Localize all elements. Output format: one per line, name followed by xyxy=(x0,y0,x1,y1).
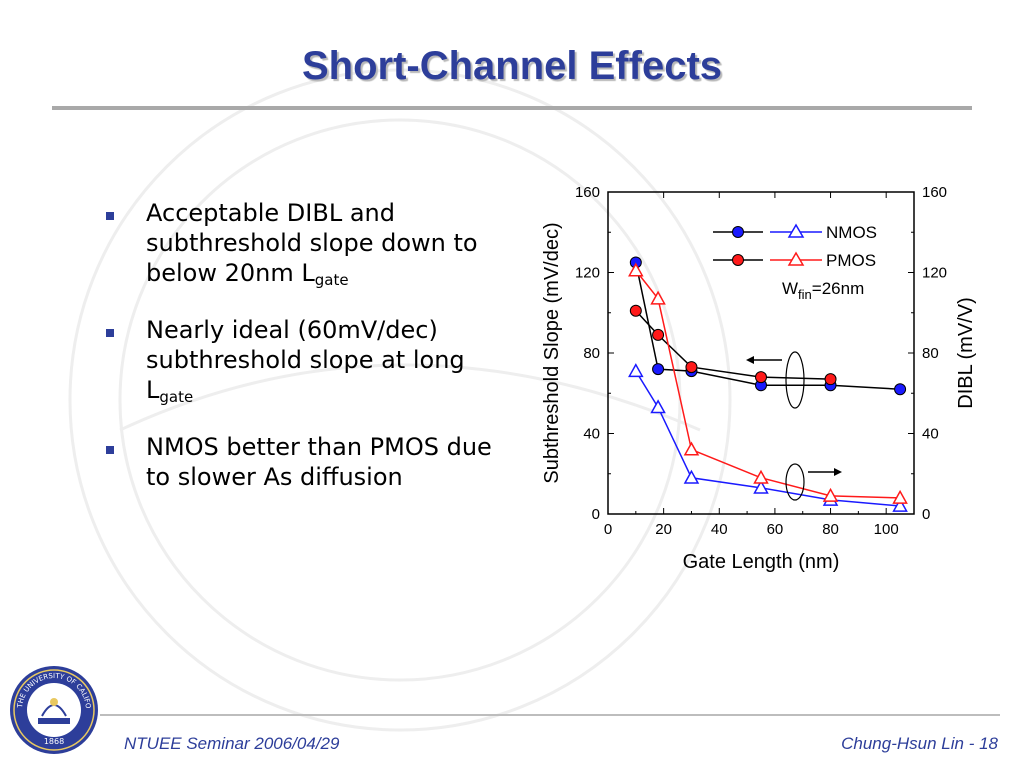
dibl-group-oval xyxy=(785,463,805,501)
y-left-tick-label: 0 xyxy=(592,506,600,523)
series-line-nmos-dibl xyxy=(635,370,901,507)
bullet-item: NMOS better than PMOS due to slower As d… xyxy=(104,432,514,492)
data-point xyxy=(753,479,769,494)
bullet-list: Acceptable DIBL and subthreshold slope d… xyxy=(104,198,514,512)
data-point xyxy=(683,469,700,484)
data-point xyxy=(628,262,644,277)
x-tick-label: 80 xyxy=(822,521,839,538)
x-tick-label: 100 xyxy=(874,521,899,538)
x-tick-label: 20 xyxy=(655,521,672,538)
y-left-axis-label: Subthreshold Slope (mV/dec) xyxy=(541,222,563,483)
bullet-text: NMOS better than PMOS due to slower As d… xyxy=(146,433,492,491)
bullet-item: Acceptable DIBL and subthreshold slope d… xyxy=(104,198,514,295)
data-point xyxy=(822,487,839,502)
title-divider xyxy=(52,106,972,110)
legend-marker-circle xyxy=(732,226,744,238)
bullet-item: Nearly ideal (60mV/dec) subthreshold slo… xyxy=(104,315,514,412)
data-point xyxy=(650,399,666,414)
data-point xyxy=(753,469,769,484)
legend-label-pmos: PMOS xyxy=(826,251,876,270)
legend-marker-triangle xyxy=(787,223,805,238)
y-right-tick-label: 80 xyxy=(922,345,939,362)
x-tick-label: 40 xyxy=(711,521,728,538)
legend-marker-circle xyxy=(732,254,744,266)
square-bullet-icon xyxy=(106,212,114,220)
data-point xyxy=(629,304,642,317)
data-point xyxy=(628,363,644,378)
y-right-axis-label: DIBL (mV/V) xyxy=(955,297,977,409)
footer-event: NTUEE Seminar 2006/04/29 xyxy=(124,734,340,753)
bullet-text: Acceptable DIBL and subthreshold slope d… xyxy=(146,199,478,287)
ss-group-oval xyxy=(785,351,805,409)
slide-title: Short-Channel Effects xyxy=(301,44,723,88)
y-left-tick-label: 80 xyxy=(583,345,600,362)
footer-author-page: Chung-Hsun Lin - 18 xyxy=(841,734,998,753)
data-point xyxy=(683,441,700,456)
uc-berkeley-seal: THE UNIVERSITY OF CALIFORNIA BERKELEY 18… xyxy=(8,664,98,754)
data-point xyxy=(824,373,837,386)
y-left-tick-label: 160 xyxy=(575,184,600,201)
x-tick-label: 0 xyxy=(604,521,612,538)
y-right-tick-label: 0 xyxy=(922,506,930,523)
bullet-subscript: gate xyxy=(159,388,194,406)
x-axis-label: Gate Length (nm) xyxy=(683,551,840,573)
y-right-tick-label: 160 xyxy=(922,184,947,201)
y-left-tick-label: 120 xyxy=(575,265,600,282)
left-arrowhead-icon xyxy=(746,356,754,364)
y-right-tick-label: 120 xyxy=(922,265,947,282)
right-arrowhead-icon xyxy=(834,468,842,476)
data-point xyxy=(894,383,907,396)
data-point xyxy=(892,497,908,512)
y-left-tick-label: 40 xyxy=(583,426,600,443)
data-point xyxy=(892,489,908,504)
square-bullet-icon xyxy=(106,329,114,337)
data-point xyxy=(685,361,698,374)
y-right-tick-label: 40 xyxy=(922,426,939,443)
series-line-pmos-dibl xyxy=(635,270,901,499)
series-line-nmos-ss xyxy=(635,262,901,390)
data-point xyxy=(652,328,665,341)
seal-year: 1868 xyxy=(44,737,64,746)
square-bullet-icon xyxy=(106,446,114,454)
x-tick-label: 60 xyxy=(767,521,784,538)
legend-annotation: Wfin=26nm xyxy=(782,279,864,302)
footer-divider xyxy=(100,714,1000,716)
bullet-subscript: gate xyxy=(314,271,349,289)
bullet-text: Nearly ideal (60mV/dec) subthreshold slo… xyxy=(146,316,465,404)
data-point xyxy=(650,290,666,305)
legend-marker-triangle xyxy=(787,251,805,266)
data-point xyxy=(652,363,665,376)
legend-label-nmos: NMOS xyxy=(826,223,877,242)
data-point xyxy=(755,371,767,384)
